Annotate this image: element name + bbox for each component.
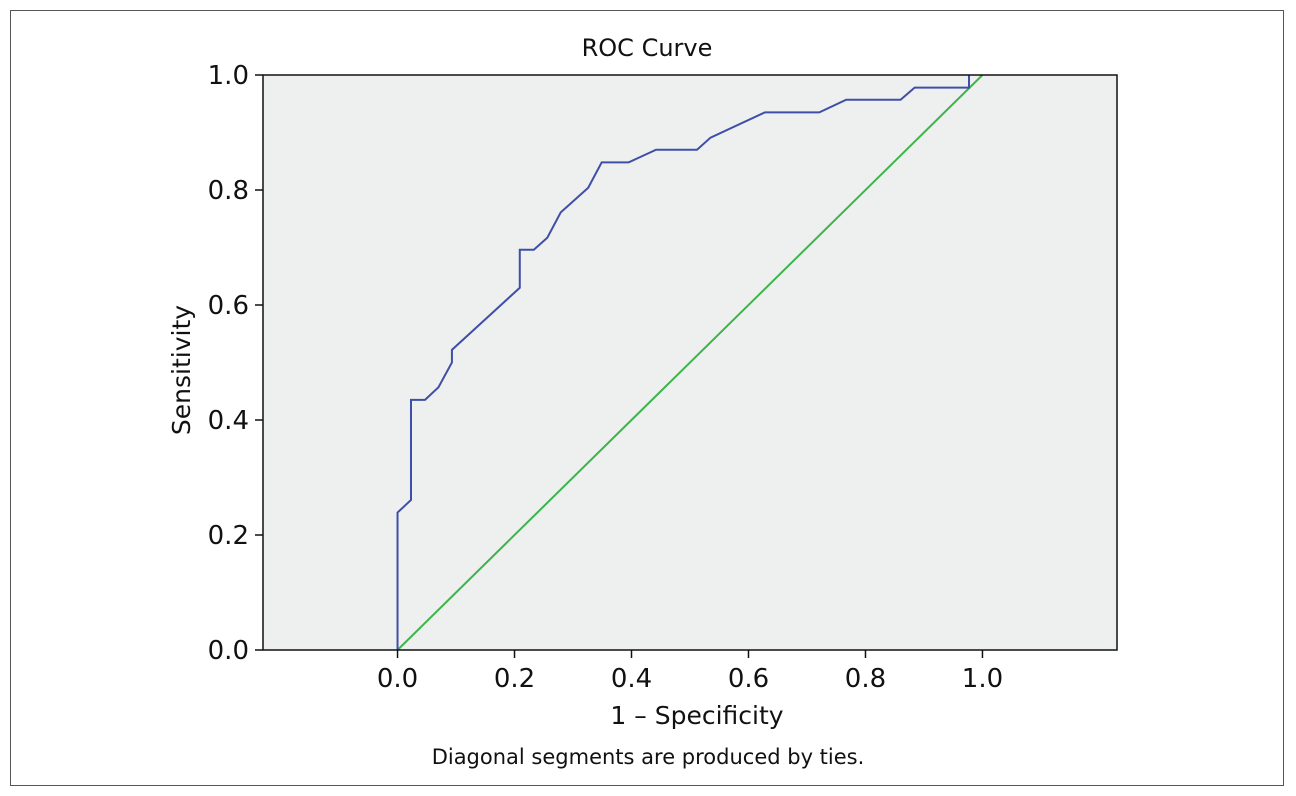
series-layer (396, 74, 984, 651)
x-axis-label: 1 – Specificity (610, 701, 783, 730)
x-tick-label: 1.0 (962, 664, 1003, 694)
y-axis: 0.0 0.2 0.4 0.6 0.8 1.0 (208, 61, 263, 666)
x-tick-label: 0.6 (728, 664, 769, 694)
x-tick-label: 0.0 (377, 664, 418, 694)
y-tick-label: 0.0 (208, 636, 249, 666)
y-tick-label: 0.6 (208, 291, 249, 321)
series-line-1 (396, 74, 984, 651)
y-axis-label: Sensitivity (167, 305, 196, 435)
x-tick-label: 0.2 (494, 664, 535, 694)
plot-border (262, 74, 1118, 651)
y-tick-label: 0.4 (208, 406, 249, 436)
x-axis: 0.0 0.2 0.4 0.6 0.8 1.0 (377, 650, 1003, 694)
chart-title: ROC Curve (582, 34, 713, 62)
x-tick-label: 0.4 (611, 664, 652, 694)
y-tick-label: 1.0 (208, 61, 249, 91)
y-tick-label: 0.8 (208, 176, 249, 206)
series-line-0 (396, 75, 971, 650)
y-tick-label: 0.2 (208, 521, 249, 551)
chart-footnote: Diagonal segments are produced by ties. (432, 745, 865, 769)
x-tick-label: 0.8 (845, 664, 886, 694)
